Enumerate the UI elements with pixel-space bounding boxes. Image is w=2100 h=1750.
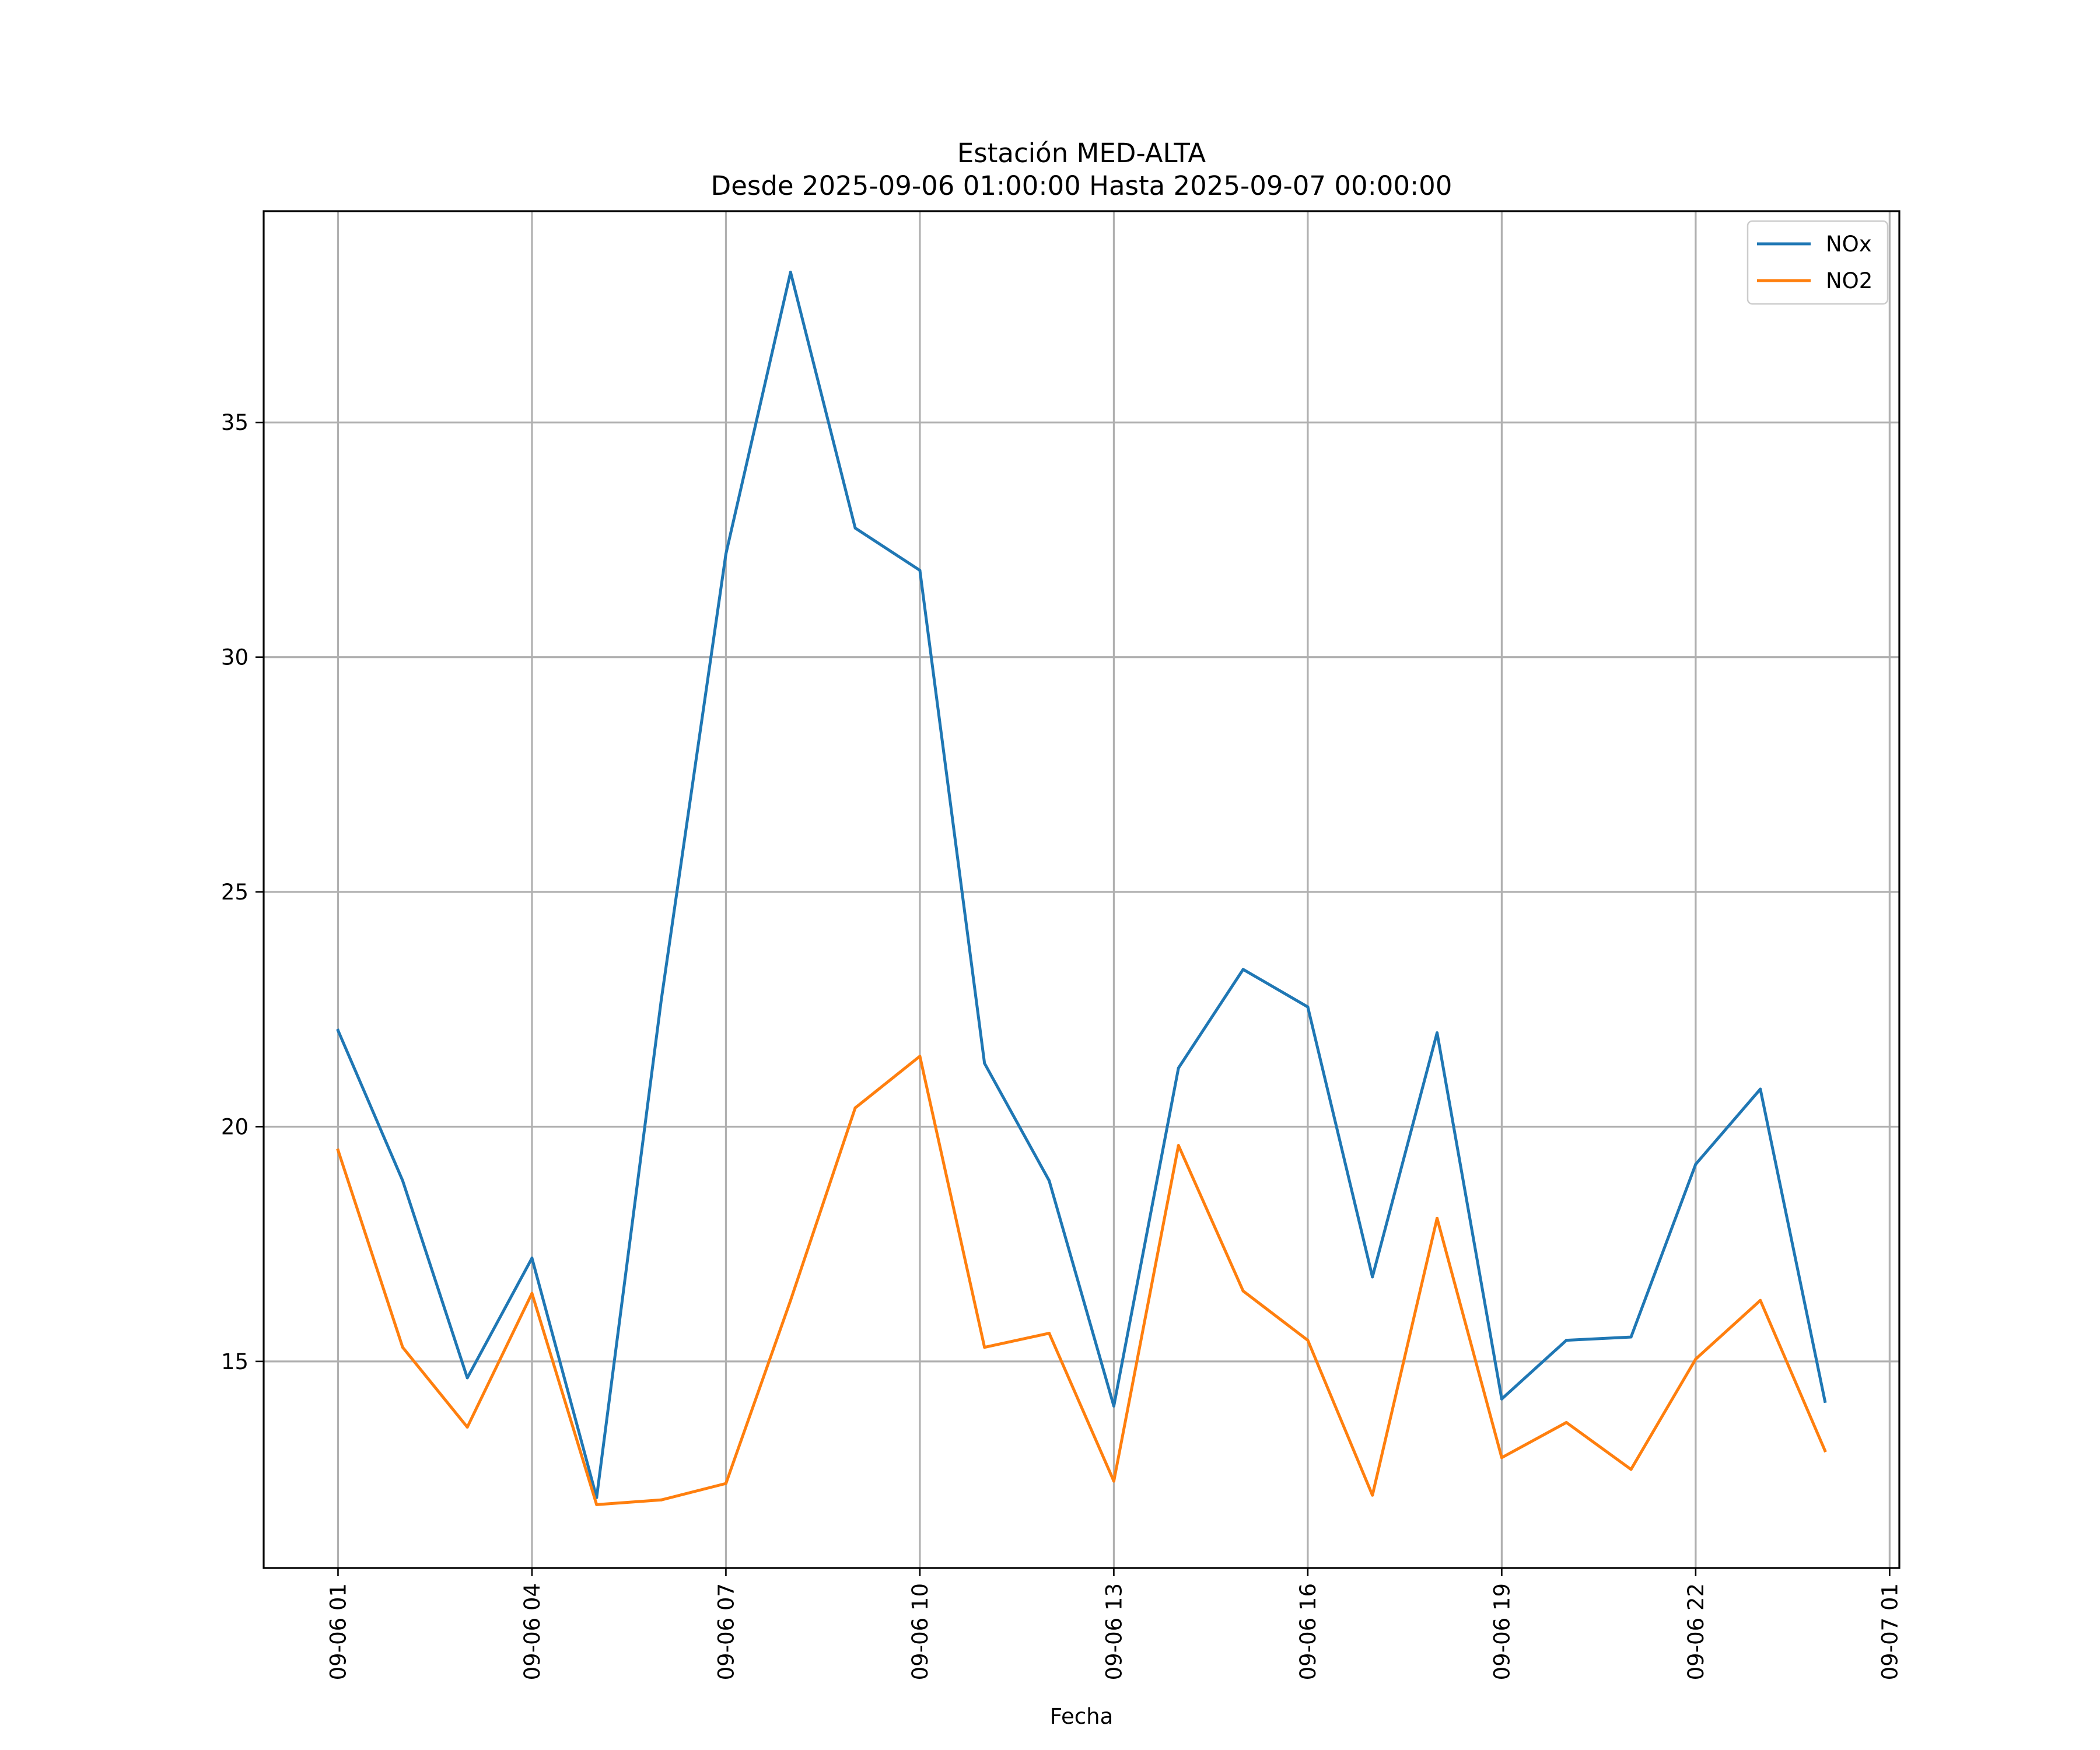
data-point-nox bbox=[1694, 1163, 1698, 1166]
data-point-no2 bbox=[660, 1498, 663, 1502]
data-point-no2 bbox=[1371, 1493, 1374, 1497]
data-point-nox bbox=[401, 1179, 404, 1182]
data-point-nox bbox=[1500, 1397, 1503, 1401]
data-point-nox bbox=[983, 1062, 986, 1065]
x-axis-label: Fecha bbox=[1050, 1704, 1114, 1729]
data-point-no2 bbox=[1694, 1357, 1698, 1361]
x-axis-ticks: 09-06 01 09-06 04 09-06 07 09-06 10 09-06 13… bbox=[326, 1568, 1902, 1680]
x-tick-label: 09-06 22 bbox=[1684, 1583, 1709, 1680]
y-tick-label: 15 bbox=[221, 1349, 249, 1374]
x-tick-label: 09-06 19 bbox=[1489, 1583, 1514, 1680]
data-point-no2 bbox=[1177, 1144, 1180, 1147]
data-point-nox bbox=[1177, 1066, 1180, 1070]
data-point-no2 bbox=[983, 1346, 986, 1349]
data-point-nox bbox=[1824, 1399, 1827, 1403]
data-point-no2 bbox=[918, 1055, 922, 1058]
data-point-nox bbox=[1112, 1404, 1115, 1408]
chart-subtitle: Desde 2025-09-06 01:00:00 Hasta 2025-09-… bbox=[711, 170, 1452, 201]
data-point-no2 bbox=[1500, 1456, 1503, 1460]
data-point-no2 bbox=[853, 1106, 857, 1110]
data-point-nox bbox=[1759, 1087, 1762, 1091]
data-point-nox bbox=[1371, 1275, 1374, 1279]
plot-series bbox=[336, 271, 1827, 1506]
data-point-nox bbox=[1436, 1031, 1439, 1034]
chart-title: Estación MED-ALTA bbox=[957, 138, 1206, 169]
data-point-no2 bbox=[595, 1503, 598, 1506]
series-line-nox bbox=[336, 271, 1827, 1499]
y-tick-label: 20 bbox=[221, 1114, 249, 1139]
legend-label-nox: NOx bbox=[1826, 232, 1872, 257]
data-point-nox bbox=[1564, 1339, 1568, 1342]
series-nox bbox=[336, 271, 1827, 1499]
x-tick-label: 09-06 04 bbox=[520, 1583, 545, 1680]
axes-frame bbox=[262, 210, 1901, 1569]
x-tick-label: 09-07 01 bbox=[1877, 1583, 1902, 1680]
data-point-no2 bbox=[724, 1482, 727, 1485]
data-point-nox bbox=[724, 552, 727, 556]
data-point-no2 bbox=[1824, 1449, 1827, 1452]
y-tick-label: 30 bbox=[221, 645, 249, 670]
data-point-nox bbox=[660, 998, 663, 1002]
x-tick-label: 09-06 16 bbox=[1296, 1583, 1321, 1680]
data-point-nox bbox=[853, 526, 857, 530]
data-point-no2 bbox=[1629, 1468, 1633, 1471]
data-point-no2 bbox=[1564, 1420, 1568, 1424]
x-tick-label: 09-06 13 bbox=[1101, 1583, 1126, 1680]
y-tick-label: 35 bbox=[221, 410, 249, 435]
data-point-nox bbox=[789, 271, 792, 274]
series-line-no2 bbox=[336, 1055, 1827, 1506]
data-point-no2 bbox=[1759, 1298, 1762, 1302]
y-tick-label: 25 bbox=[221, 880, 249, 905]
data-point-no2 bbox=[1436, 1216, 1439, 1220]
data-point-nox bbox=[1241, 968, 1245, 971]
data-point-nox bbox=[918, 569, 922, 572]
data-point-no2 bbox=[789, 1298, 792, 1302]
x-tick-label: 09-06 07 bbox=[713, 1583, 738, 1680]
data-point-no2 bbox=[530, 1292, 534, 1295]
legend-box bbox=[1746, 220, 1889, 305]
data-point-nox bbox=[1306, 1005, 1310, 1009]
x-tick-label: 09-06 10 bbox=[908, 1583, 933, 1680]
data-point-nox bbox=[530, 1256, 534, 1260]
data-point-nox bbox=[1048, 1179, 1051, 1182]
series-no2 bbox=[336, 1055, 1827, 1506]
data-point-no2 bbox=[401, 1346, 404, 1349]
data-point-no2 bbox=[1241, 1289, 1245, 1293]
data-point-no2 bbox=[1048, 1332, 1051, 1335]
data-point-nox bbox=[1629, 1335, 1633, 1339]
data-point-no2 bbox=[1306, 1339, 1310, 1342]
data-point-no2 bbox=[336, 1149, 340, 1152]
grid bbox=[264, 211, 1899, 1568]
y-axis-ticks: 15 20 25 30 35 bbox=[221, 410, 264, 1374]
legend: NOx NO2 bbox=[1746, 220, 1889, 305]
data-point-nox bbox=[336, 1028, 340, 1032]
legend-label-no2: NO2 bbox=[1826, 268, 1873, 293]
data-point-nox bbox=[466, 1376, 469, 1380]
x-tick-label: 09-06 01 bbox=[326, 1583, 351, 1680]
data-point-no2 bbox=[466, 1426, 469, 1429]
data-point-no2 bbox=[1112, 1479, 1115, 1483]
